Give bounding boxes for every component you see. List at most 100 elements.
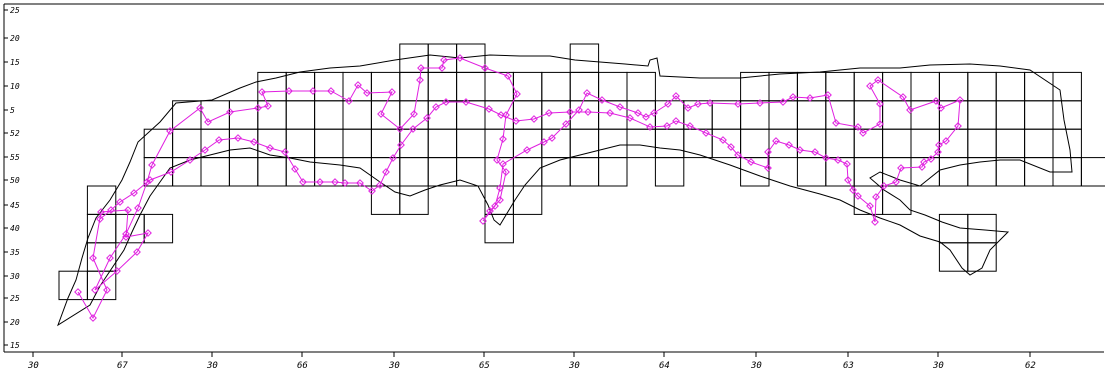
waypoint-marker xyxy=(345,97,353,105)
waypoint-marker xyxy=(866,202,874,210)
grid-cell xyxy=(172,128,202,159)
waypoint-marker xyxy=(264,102,272,110)
waypoint-marker xyxy=(486,207,494,215)
waypoint-marker xyxy=(130,189,138,197)
coastline-outline xyxy=(57,54,1073,327)
waypoint-marker xyxy=(409,125,417,133)
y-tick-label: 25 xyxy=(10,6,20,15)
waypoint-marker xyxy=(368,187,376,195)
waypoint-marker xyxy=(462,98,470,106)
waypoint-marker xyxy=(834,156,842,164)
grid-cell xyxy=(569,157,600,187)
y-tick-label: 40 xyxy=(10,224,20,233)
grid-cell xyxy=(512,100,543,130)
waypoint-marker xyxy=(113,267,121,275)
waypoint-marker xyxy=(134,204,142,212)
y-tick-label: 50 xyxy=(10,176,20,185)
waypoint-marker xyxy=(186,156,194,164)
waypoint-marker xyxy=(575,106,583,114)
waypoint-marker xyxy=(285,87,293,95)
grid-cell xyxy=(853,157,884,187)
waypoint-marker xyxy=(382,168,390,176)
grid-cell xyxy=(342,100,372,130)
grid-cell xyxy=(172,100,202,130)
waypoint-marker xyxy=(496,196,504,204)
grid-cell xyxy=(626,71,656,102)
waypoint-marker xyxy=(866,82,874,90)
waypoint-marker xyxy=(356,179,364,187)
grid-cell xyxy=(598,71,628,102)
waypoint-marker xyxy=(423,114,431,122)
x-tick-label: 62 xyxy=(1025,361,1036,371)
waypoint-marker xyxy=(327,87,335,95)
waypoint-marker xyxy=(796,146,804,154)
waypoint-marker xyxy=(397,141,405,149)
grid-cell xyxy=(228,157,259,187)
waypoint-marker xyxy=(502,111,510,119)
grid-cell xyxy=(967,100,997,130)
grid-cell xyxy=(654,128,685,159)
grid-cell xyxy=(1052,100,1082,130)
grid-cell xyxy=(399,128,429,159)
waypoint-marker xyxy=(485,105,493,113)
coastline xyxy=(57,54,1073,327)
waypoint-marker xyxy=(497,111,505,119)
grid-cell xyxy=(598,100,628,130)
waypoint-marker xyxy=(664,100,672,108)
waypoint-marker xyxy=(254,104,262,112)
grid-cell xyxy=(285,100,316,130)
grid-cell xyxy=(456,100,486,130)
waypoint-marker xyxy=(764,148,772,156)
grid-cell xyxy=(115,213,145,244)
waypoint-marker xyxy=(824,91,832,99)
waypoint-marker xyxy=(702,129,710,137)
grid-cell xyxy=(626,128,656,159)
waypoint-marker xyxy=(89,254,97,262)
waypoint-marker xyxy=(299,178,307,186)
waypoint-marker xyxy=(545,109,553,117)
grid-cell xyxy=(370,71,401,102)
waypoint-marker xyxy=(756,99,764,107)
waypoint-marker xyxy=(143,178,151,186)
waypoint-marker xyxy=(493,156,501,164)
x-tick-label: 30 xyxy=(568,361,580,371)
grid-cell xyxy=(484,213,514,244)
grid-cell xyxy=(541,100,571,130)
waypoint-marker xyxy=(871,218,879,226)
waypoint-marker xyxy=(166,127,174,135)
waypoint-marker xyxy=(148,161,156,169)
waypoint-marker xyxy=(874,76,882,84)
grid-cell xyxy=(796,157,827,187)
waypoint-marker xyxy=(785,141,793,149)
grid-cell xyxy=(200,100,230,130)
waypoint-marker xyxy=(341,179,349,187)
grid-cell xyxy=(910,71,940,102)
grid-cell xyxy=(399,185,429,215)
grid-cell xyxy=(427,71,458,102)
waypoint-marker xyxy=(897,164,905,172)
waypoint-marker xyxy=(854,123,862,131)
grid-cell xyxy=(228,128,259,159)
grid-cell xyxy=(285,71,316,102)
grid-cell xyxy=(995,100,1026,130)
waypoint-marker xyxy=(496,184,504,192)
waypoint-marker xyxy=(772,137,780,145)
x-tick-label: 30 xyxy=(750,361,762,371)
waypoint-marker xyxy=(634,109,642,117)
waypoint-marker xyxy=(849,186,857,194)
waypoint-marker xyxy=(747,158,755,166)
waypoint-marker xyxy=(363,89,371,97)
x-tick-label: 64 xyxy=(659,361,670,371)
y-tick-label: 35 xyxy=(9,248,20,257)
waypoint-marker xyxy=(927,155,935,163)
y-tick-label: 20 xyxy=(10,34,20,43)
grid-cell xyxy=(512,185,543,215)
waypoint-marker xyxy=(598,96,606,104)
grid-cell xyxy=(86,270,117,301)
waypoint-marker xyxy=(316,178,324,186)
grid-cell xyxy=(938,100,969,130)
waypoint-marker xyxy=(291,165,299,173)
x-tick-label: 63 xyxy=(843,361,854,371)
waypoint-marker xyxy=(281,148,289,156)
